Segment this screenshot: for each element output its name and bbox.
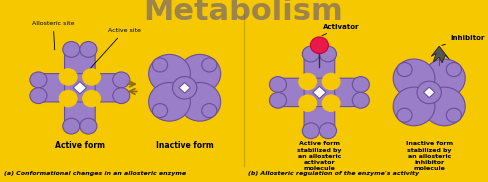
Circle shape (202, 104, 217, 118)
Circle shape (319, 123, 336, 139)
Circle shape (319, 46, 336, 62)
FancyBboxPatch shape (38, 74, 70, 102)
Text: (b) Allosteric regulation of the enzyme's activity: (b) Allosteric regulation of the enzyme'… (247, 171, 418, 175)
Circle shape (82, 68, 101, 86)
FancyBboxPatch shape (304, 54, 334, 84)
FancyBboxPatch shape (89, 74, 122, 102)
Circle shape (80, 118, 97, 134)
Circle shape (59, 90, 78, 107)
Polygon shape (423, 87, 434, 98)
Circle shape (82, 90, 101, 107)
Circle shape (416, 81, 441, 104)
Polygon shape (312, 86, 325, 98)
Circle shape (113, 88, 129, 104)
Circle shape (351, 77, 368, 92)
Text: Allosteric site: Allosteric site (32, 21, 74, 50)
Circle shape (321, 73, 340, 90)
Circle shape (396, 108, 411, 122)
Circle shape (321, 94, 340, 112)
FancyBboxPatch shape (64, 96, 95, 126)
Circle shape (302, 46, 319, 62)
FancyBboxPatch shape (328, 78, 361, 107)
FancyBboxPatch shape (64, 49, 95, 79)
Circle shape (423, 87, 464, 126)
Circle shape (152, 104, 167, 118)
Circle shape (396, 63, 411, 77)
FancyBboxPatch shape (277, 78, 309, 107)
Text: Metabolism: Metabolism (143, 0, 343, 26)
Circle shape (202, 58, 217, 72)
Circle shape (446, 63, 461, 77)
Circle shape (30, 88, 47, 104)
Circle shape (152, 58, 167, 72)
Circle shape (113, 72, 129, 88)
Text: Active site: Active site (89, 28, 141, 69)
FancyBboxPatch shape (64, 74, 95, 102)
Circle shape (30, 72, 47, 88)
Polygon shape (430, 46, 448, 63)
Circle shape (392, 59, 434, 98)
Text: Active form
stabilized by
an allosteric
activator
molecule: Active form stabilized by an allosteric … (297, 141, 341, 171)
Circle shape (62, 118, 80, 134)
Circle shape (298, 73, 317, 90)
FancyBboxPatch shape (304, 78, 334, 107)
Circle shape (179, 82, 220, 121)
Circle shape (80, 41, 97, 57)
Text: Active form: Active form (55, 141, 104, 150)
Circle shape (62, 41, 80, 57)
Text: Inhibitor: Inhibitor (441, 35, 483, 45)
Circle shape (302, 123, 319, 139)
Text: Inactive form
stabilized by
an allosteric
inhibitor
molecule: Inactive form stabilized by an allosteri… (405, 141, 452, 171)
Text: Inactive form: Inactive form (156, 141, 213, 150)
Text: Activator: Activator (321, 24, 359, 36)
Circle shape (148, 82, 190, 121)
Polygon shape (179, 82, 190, 93)
Text: (a) Conformational changes in an allosteric enzyme: (a) Conformational changes in an alloste… (4, 171, 186, 175)
Circle shape (446, 108, 461, 122)
Circle shape (392, 87, 434, 126)
Circle shape (269, 77, 286, 92)
Circle shape (59, 68, 78, 86)
Circle shape (310, 37, 328, 54)
Circle shape (351, 92, 368, 108)
Circle shape (179, 54, 220, 93)
Circle shape (269, 92, 286, 108)
FancyBboxPatch shape (304, 101, 334, 131)
Circle shape (172, 77, 196, 99)
Polygon shape (73, 82, 86, 94)
Circle shape (423, 59, 464, 98)
Circle shape (148, 54, 190, 93)
Circle shape (298, 94, 317, 112)
